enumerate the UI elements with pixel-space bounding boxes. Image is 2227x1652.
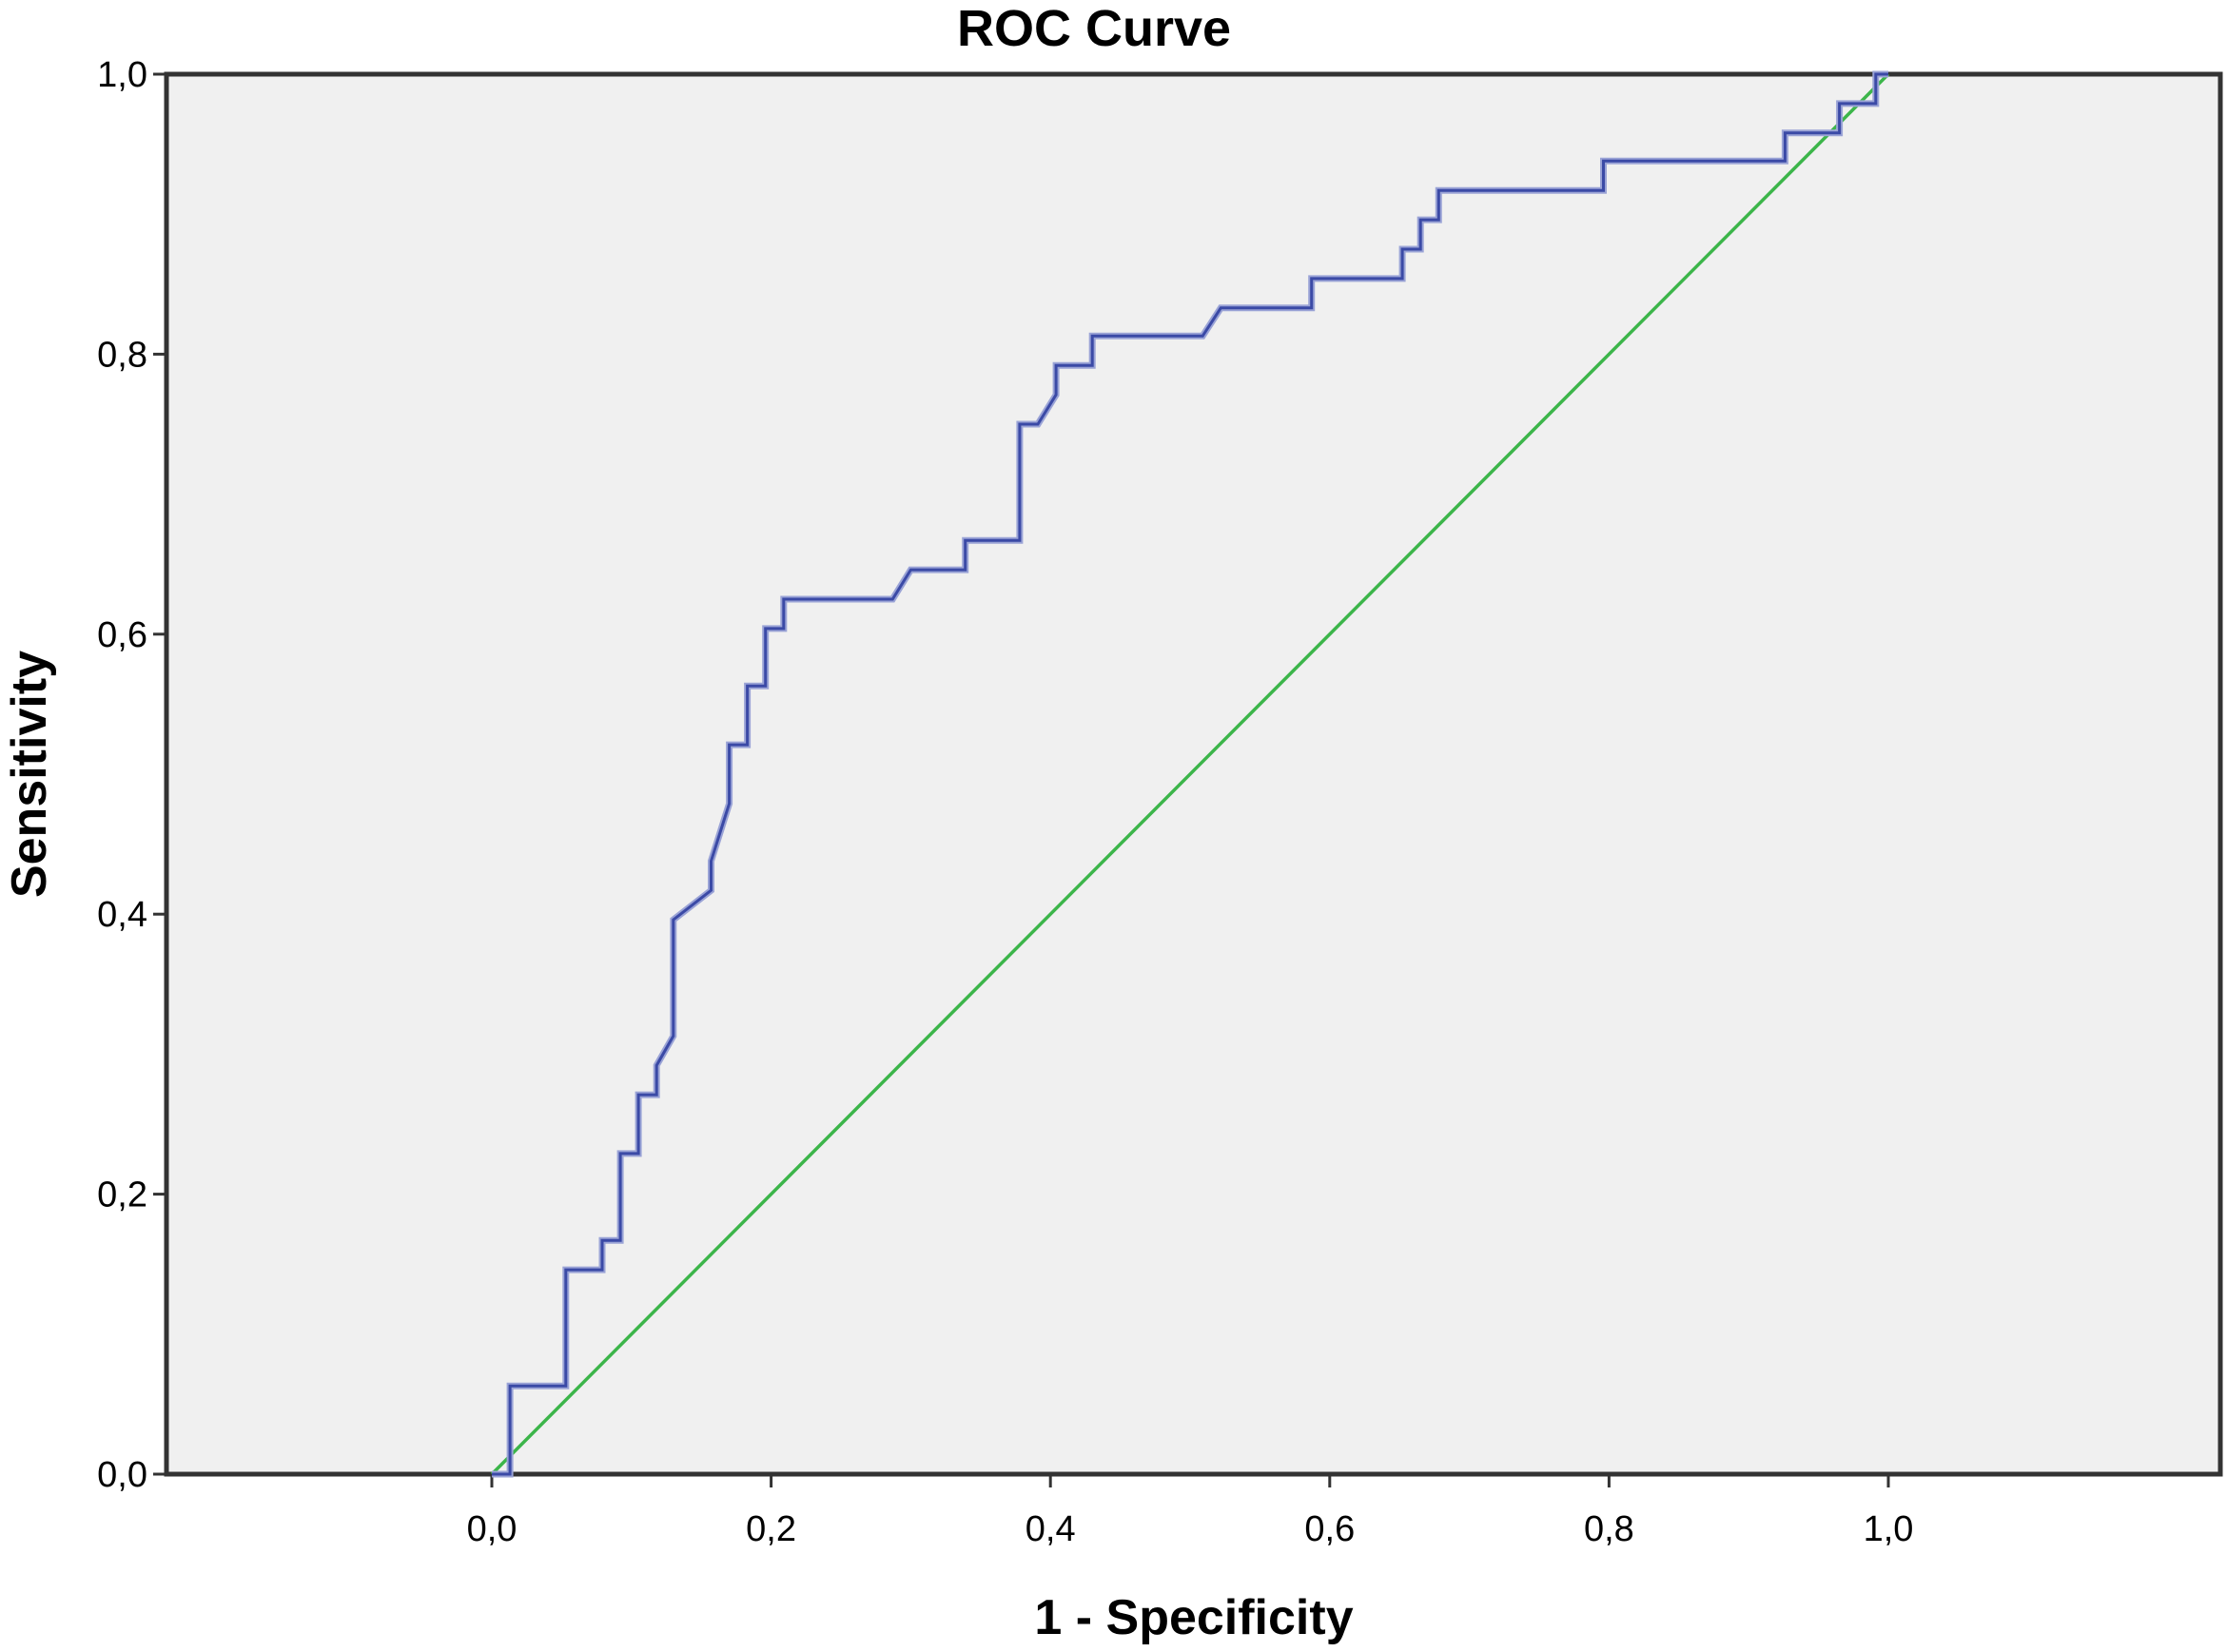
chart-title: ROC Curve: [957, 0, 1231, 57]
y-axis-label: Sensitivity: [2, 651, 57, 898]
x-axis-label: 1 - Specificity: [1034, 1590, 1353, 1645]
y-tick-label: 0,2: [97, 1176, 147, 1215]
x-tick-label: 0,6: [1304, 1509, 1355, 1549]
x-tick-label: 1,0: [1864, 1509, 1914, 1549]
y-tick-label: 0,4: [97, 895, 147, 935]
series-layer: [490, 70, 1890, 1478]
roc-curve-line: [492, 72, 1888, 1476]
y-tick-label: 0,0: [97, 1455, 147, 1495]
plot-area: [164, 71, 2223, 1477]
reference-diagonal-line: [490, 72, 1890, 1476]
y-axis: 0,0 0,2 0,4 0,6 0,8 1,0: [97, 55, 166, 1495]
x-tick-label: 0,4: [1026, 1509, 1076, 1549]
y-tick-label: 0,6: [97, 615, 147, 655]
x-tick-label: 0,2: [746, 1509, 796, 1549]
y-tick-label: 1,0: [97, 55, 147, 95]
y-tick-label: 0,8: [97, 335, 147, 375]
x-axis: 0,0 0,2 0,4 0,6 0,8 1,0: [467, 1474, 1914, 1549]
x-tick-label: 0,8: [1584, 1509, 1634, 1549]
x-tick-label: 0,0: [467, 1509, 518, 1549]
